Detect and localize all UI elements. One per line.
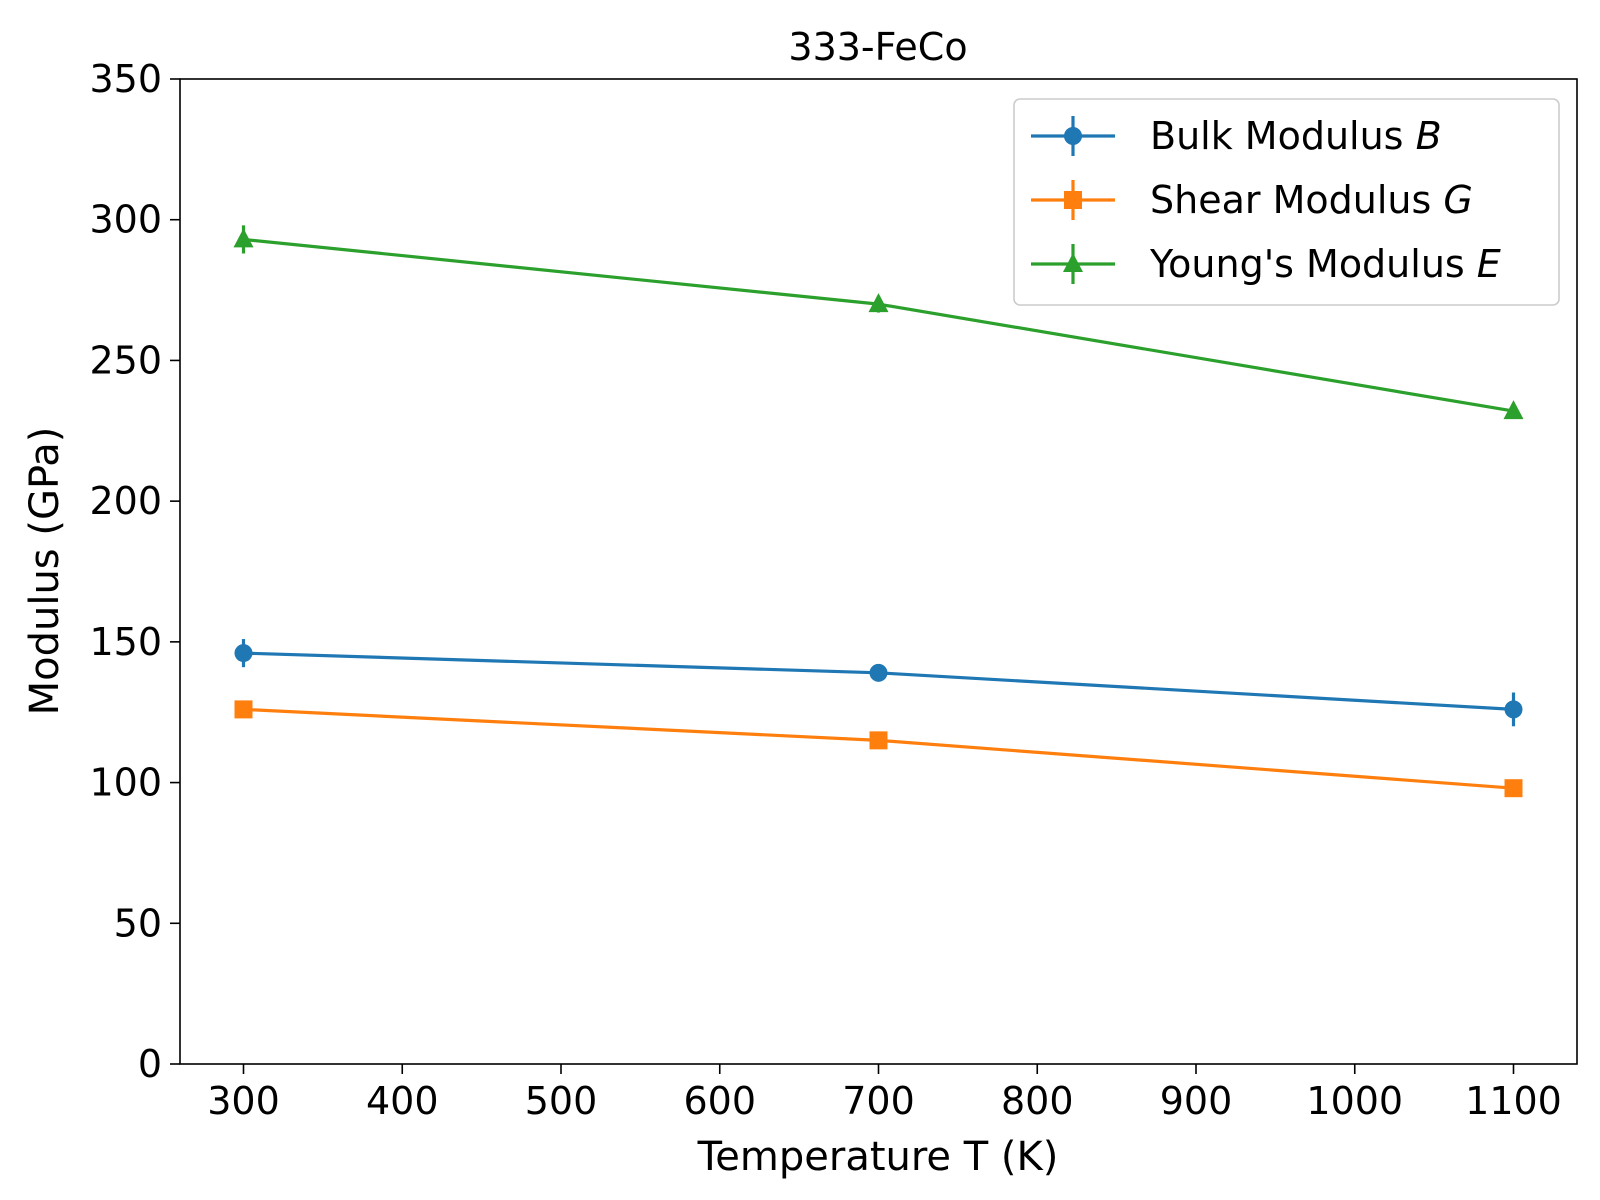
x-tick-label: 800 <box>1001 1079 1074 1123</box>
y-tick-label: 0 <box>138 1042 162 1086</box>
plot-series <box>233 225 1524 798</box>
y-tick-label: 250 <box>89 338 162 382</box>
legend-label: Young's Modulus E <box>1149 242 1501 286</box>
data-point <box>234 700 253 719</box>
data-point <box>1504 779 1523 798</box>
y-tick-label: 300 <box>89 198 162 242</box>
legend-item: Shear Modulus G <box>1031 178 1473 222</box>
x-tick-label: 900 <box>1160 1079 1233 1123</box>
data-point <box>233 228 254 248</box>
x-tick-label: 1000 <box>1306 1079 1403 1123</box>
legend: Bulk Modulus B Shear Modulus G Young's Mod… <box>1013 98 1560 306</box>
series-G <box>234 700 1523 798</box>
y-tick-label: 350 <box>89 57 162 101</box>
x-tick-label: 500 <box>525 1079 598 1123</box>
legend-item: Bulk Modulus B <box>1031 114 1442 158</box>
y-axis-ticks: 0 50 100 150 200 250 300 350 <box>89 57 180 1086</box>
data-point <box>869 731 888 750</box>
x-tick-label: 400 <box>366 1079 439 1123</box>
data-point <box>1503 400 1524 420</box>
y-tick-label: 100 <box>89 761 162 805</box>
legend-item: Young's Modulus E <box>1031 242 1501 286</box>
legend-marker <box>1064 191 1082 209</box>
data-point <box>869 663 888 682</box>
series-B <box>234 639 1523 727</box>
x-axis-label: Temperature T (K) <box>697 1134 1059 1180</box>
y-tick-label: 200 <box>89 479 162 523</box>
x-tick-label: 300 <box>207 1079 280 1123</box>
y-tick-label: 50 <box>114 901 162 945</box>
y-tick-label: 150 <box>89 620 162 664</box>
data-point <box>234 644 253 663</box>
x-tick-label: 600 <box>683 1079 756 1123</box>
legend-frame <box>1013 98 1560 306</box>
data-point <box>868 293 889 313</box>
data-point <box>1504 700 1523 719</box>
y-axis-label: Modulus (GPa) <box>22 427 68 716</box>
legend-entries: Bulk Modulus B Shear Modulus G Young's Mod… <box>1031 114 1501 286</box>
series-E <box>233 225 1524 420</box>
legend-marker <box>1063 253 1083 272</box>
legend-label: Bulk Modulus B <box>1150 114 1442 158</box>
legend-marker <box>1064 127 1082 145</box>
plot-frame <box>179 78 1578 1065</box>
x-axis-ticks: 300 400 500 600 700 800 900 1000 1100 <box>207 1064 1562 1123</box>
x-tick-label: 700 <box>842 1079 915 1123</box>
x-tick-label: 1100 <box>1465 1079 1562 1123</box>
chart-title: 333-FeCo <box>788 25 967 69</box>
legend-label: Shear Modulus G <box>1150 178 1473 222</box>
